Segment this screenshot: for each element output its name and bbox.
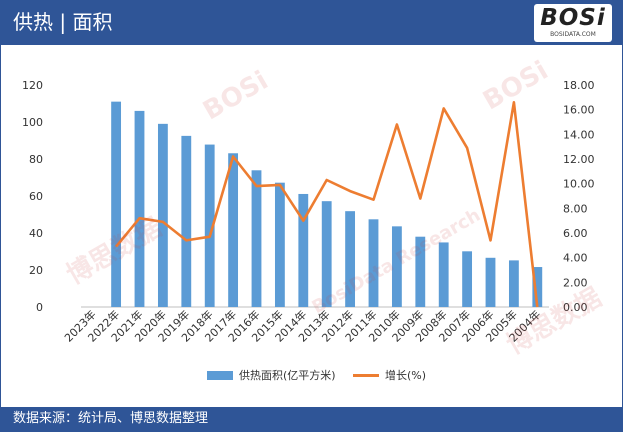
bar	[274, 182, 285, 307]
bar	[228, 153, 239, 307]
bar	[368, 219, 379, 307]
y-right-tick-label: 4.00	[563, 252, 588, 265]
y-left-tick-label: 80	[29, 153, 43, 166]
bar	[508, 260, 519, 307]
y-left-tick-label: 20	[29, 264, 43, 277]
bosi-logo: BOSi BOSIDATA.COM	[534, 4, 612, 42]
bar	[157, 123, 168, 307]
bar	[485, 257, 496, 307]
y-right-tick-label: 12.00	[563, 153, 595, 166]
y-left-tick-label: 100	[22, 116, 43, 129]
y-right-tick-label: 2.00	[563, 276, 588, 289]
legend-swatch-line	[353, 374, 379, 377]
bar	[532, 267, 543, 307]
chart-area: 0 20 40 60 80 100 120 0.00 2.00 4.00 6.00 8.00 10.00…	[1, 45, 622, 407]
bar	[462, 251, 473, 307]
bar	[391, 226, 402, 307]
bar	[321, 201, 332, 307]
bar	[181, 135, 192, 307]
logo-text: BOSi	[540, 5, 606, 31]
bar	[438, 242, 449, 307]
y-right-tick-label: 0.00	[563, 301, 588, 314]
bar	[415, 236, 426, 307]
y-right-tick-label: 14.00	[563, 128, 595, 141]
y-right-tick-label: 6.00	[563, 227, 588, 240]
footer-bar: 数据来源：统计局、博思数据整理	[1, 407, 622, 431]
page-title: 供热 | 面积	[13, 10, 113, 34]
y-right-tick-label: 10.00	[563, 178, 595, 191]
header-bar: 供热 | 面积 BOSi BOSIDATA.COM	[1, 1, 622, 45]
logo-subtext: BOSIDATA.COM	[550, 31, 596, 38]
bar	[298, 193, 309, 307]
legend-swatch-bar	[207, 371, 233, 380]
y-right-tick-label: 18.00	[563, 79, 595, 92]
data-source: 数据来源：统计局、博思数据整理	[13, 411, 209, 426]
legend-label-growth: 增长(%)	[385, 369, 427, 382]
y-left-tick-label: 0	[36, 301, 43, 314]
y-right-tick-label: 8.00	[563, 202, 588, 215]
bar	[111, 101, 122, 308]
bar	[204, 144, 215, 307]
bar	[134, 110, 145, 308]
legend-label-area: 供热面积(亿平方米)	[239, 369, 336, 382]
y-left-tick-label: 60	[29, 190, 43, 203]
y-left-tick-label: 40	[29, 227, 43, 240]
growth-line	[115, 101, 539, 308]
combo-chart: 0 20 40 60 80 100 120 0.00 2.00 4.00 6.00 8.00 10.00…	[22, 79, 595, 345]
bar	[251, 170, 262, 307]
y-right-tick-label: 16.00	[563, 104, 595, 117]
y-left-tick-label: 120	[22, 79, 43, 92]
bar	[345, 211, 356, 307]
